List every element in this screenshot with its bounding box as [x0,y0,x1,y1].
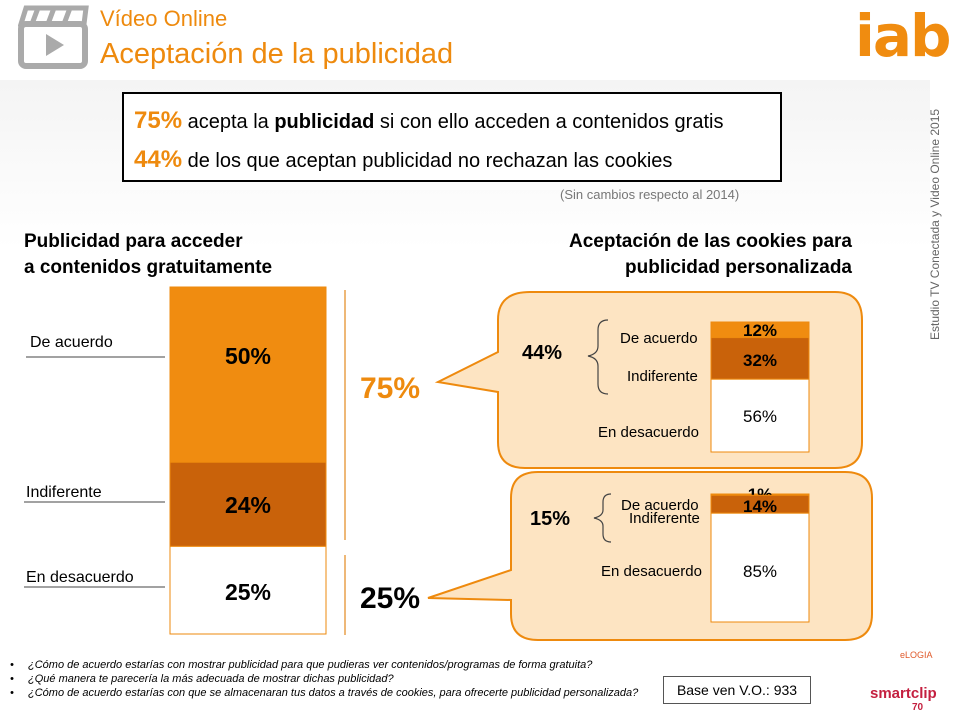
left-chart-title: Publicidad para acceder a contenidos gra… [24,229,272,281]
summary-line-2: 44% de los que aceptan publicidad no rec… [134,141,770,180]
brace-agree [587,319,609,395]
summary-text-2: de los que aceptan publicidad no rechaza… [187,150,673,172]
elogia-logo: eLOGIA [900,650,933,660]
left-bar-1 [169,286,327,463]
left-bar-2 [169,461,327,547]
rt-cat-2: Indiferente [627,368,698,385]
rt-bar-3 [710,378,810,453]
summary-line-1: 75% acepta la publicidad si con ello acc… [134,102,770,141]
rt-cat-3: En desacuerdo [598,424,699,441]
summary-pct-2: 44% [134,146,183,173]
brace-disagree [593,493,612,543]
base-box: Base ven V.O.: 933 [663,676,811,704]
smartclip-logo: smartclip [870,685,937,702]
page-title: Vídeo Online [100,6,228,31]
questions-list: ¿Cómo de acuerdo estarías con mostrar pu… [10,658,650,700]
left-cat-2: Indiferente [26,484,102,501]
right-title-line-2: publicidad personalizada [625,257,852,278]
summary-text-1a: acepta la [187,111,275,133]
summary-note: (Sin cambios respecto al 2014) [560,187,740,202]
rt-group-label: 44% [522,342,563,364]
rt-value-label-2: 32% [743,351,777,370]
video-clapper-icon [18,5,89,69]
summary-text-1b: publicidad [274,111,375,133]
left-title-line-2: a contenidos gratuitamente [24,257,273,278]
left-value-label-2: 24% [225,492,271,518]
left-value-label-3: 25% [225,579,271,605]
question-2: ¿Qué manera te parecería la más adecuada… [10,672,650,686]
left-value-label-1: 50% [225,343,271,369]
summary-pct-1: 75% [134,107,183,134]
question-1: ¿Cómo de acuerdo estarías con mostrar pu… [10,658,650,672]
rb-cat-2: Indiferente [629,510,700,527]
rb-value-label-3: 85% [743,562,777,581]
header-bar [0,0,954,80]
rb-group-label: 15% [530,508,571,530]
rb-cat-1: De acuerdo [621,497,699,514]
left-cat-1: De acuerdo [30,334,113,351]
summary-box: 75% acepta la publicidad si con ello acc… [122,92,782,182]
rb-cat-3: En desacuerdo [601,563,702,580]
rt-cat-1: De acuerdo [620,330,698,347]
left-group-agree-label: 75% [360,372,421,405]
rb-value-label-2: 14% [743,497,777,516]
left-group-disagree-label: 25% [360,582,421,615]
right-title-line-1: Aceptación de las cookies para [568,231,852,252]
right-chart-title: Aceptación de las cookies para publicida… [500,229,852,281]
rt-value-label-1: 12% [743,321,777,340]
summary-text-1c: si con ello acceden a contenidos gratis [374,111,724,133]
rt-value-label-3: 56% [743,407,777,426]
page-subtitle: Aceptación de la publicidad [100,38,454,70]
left-cat-3: En desacuerdo [26,569,134,586]
question-3: ¿Cómo de acuerdo estarías con que se alm… [10,686,650,700]
iab-logo: iab [855,2,952,70]
left-title-line-1: Publicidad para acceder [24,231,243,252]
page-number: 70 [912,702,924,713]
rb-bar-3 [710,512,810,623]
left-bar-3 [169,545,327,635]
